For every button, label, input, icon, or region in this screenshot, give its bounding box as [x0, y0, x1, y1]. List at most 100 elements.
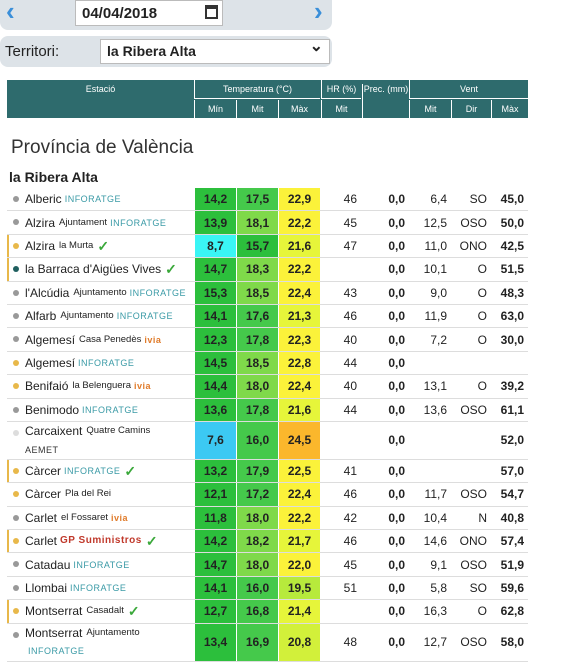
cell-wmax: 58,0	[500, 635, 524, 650]
cell-tmax: 22,5	[278, 459, 320, 483]
station-row: Alzira la Murta ✓ 8,7 15,7 21,6 47 0,0 11,0 ONO 42…	[7, 234, 528, 259]
station-sub: la Murta	[59, 239, 94, 251]
cell-prec: 0,0	[388, 433, 405, 448]
cell-wmit: 7,2	[430, 332, 447, 347]
station-cell: Catadau INFORATGE	[7, 553, 193, 576]
cell-wmit: 16,3	[423, 604, 447, 619]
cell-prec: 0,0	[388, 192, 405, 207]
cell-wdir: O	[477, 379, 487, 394]
station-row: la Barraca d'Aigües Vives ✓ 14,7 18,3 22,2 0,…	[7, 258, 528, 282]
cell-tmit: 18,2	[236, 530, 278, 553]
station-source: INFORATGE	[73, 559, 130, 570]
station-cell: Benimodo INFORATGE	[7, 398, 193, 421]
cell-tmin: 14,7	[194, 258, 236, 281]
cell-wmax: 51,9	[500, 557, 524, 572]
cell-prec: 0,0	[388, 355, 405, 370]
station-source: INFORATGE	[64, 194, 122, 205]
cell-tmin: 13,2	[194, 459, 236, 483]
cell-tmax: 19,5	[278, 576, 320, 600]
status-dot	[13, 538, 19, 545]
cell-prec: 0,0	[388, 635, 405, 650]
station-cell: Carlet GP Suministros ✓	[7, 530, 193, 553]
cell-tmit: 16,9	[236, 623, 278, 661]
header-sub: Mit	[409, 100, 451, 118]
station-name: Alzira	[25, 238, 56, 253]
date-input[interactable]: 04/04/2018	[75, 0, 223, 26]
status-dot	[13, 242, 19, 249]
station-row: Llombai INFORATGE 14,1 16,0 19,5 51 0,0 5,8 SO 59…	[7, 576, 528, 601]
territory-select[interactable]: la Ribera Alta	[100, 35, 330, 64]
cell-wdir: N	[478, 510, 487, 525]
cell-hr: 45	[343, 215, 357, 230]
cell-tmit: 18,0	[236, 375, 278, 398]
cell-wmit: 6,4	[430, 192, 447, 207]
station-row: Algemesí Casa Penedès ivia 12,3 17,8 22,3 40 0,…	[7, 328, 528, 352]
cell-wdir: OSO	[460, 487, 487, 502]
cell-wmit: 10,1	[423, 262, 447, 277]
cell-tmin: 7,6	[194, 421, 236, 459]
check-icon: ✓	[165, 261, 177, 278]
region-title: la Ribera Alta	[9, 169, 98, 185]
header-sub: Màx	[491, 100, 528, 118]
station-cell: Algemesí Casa Penedès ivia	[7, 328, 193, 351]
cell-wmit: 9,0	[430, 285, 447, 300]
station-cell: Càrcer Pla del Rei	[7, 483, 193, 506]
station-source: ivia	[144, 334, 162, 345]
station-row: Alberic INFORATGE 14,2 17,5 22,9 46 0,0 6,4 SO 45…	[7, 188, 528, 212]
status-dot	[13, 219, 19, 226]
station-row: Càrcer Pla del Rei 12,1 17,2 22,4 46 0,0 11,7 OS…	[7, 483, 528, 507]
status-dot	[13, 584, 19, 591]
cell-tmax: 22,4	[278, 483, 320, 506]
cell-tmit: 18,1	[236, 211, 278, 234]
status-dot	[13, 514, 19, 521]
station-name: Alberic	[25, 192, 62, 207]
cell-tmin: 14,5	[194, 351, 236, 375]
cell-tmax: 22,3	[278, 328, 320, 351]
cell-wmax: 51,5	[500, 262, 524, 277]
cell-tmin: 14,1	[194, 576, 236, 600]
station-row: Montserrat Casadalt ✓ 12,7 16,8 21,4 0,0 16,3 O 6…	[7, 600, 528, 624]
station-row: Catadau INFORATGE 14,7 18,0 22,0 45 0,0 9,1 OSO 5…	[7, 553, 528, 577]
cell-wdir	[451, 422, 491, 459]
header-precip: Prec. (mm)	[362, 84, 409, 118]
header-station: Estació	[85, 84, 116, 94]
cell-prec: 0,0	[388, 262, 405, 277]
cell-tmin: 13,9	[194, 211, 236, 234]
station-source: AEMET	[25, 444, 59, 455]
station-row: l'Alcúdia Ajuntamento INFORATGE 15,3 18,5 22,…	[7, 281, 528, 305]
cell-hr: 46	[343, 487, 357, 502]
station-row: Algemesí INFORATGE 14,5 18,5 22,8 44 0,0	[7, 351, 528, 376]
prev-day[interactable]: ‹	[6, 0, 15, 26]
cell-wmax: 39,2	[500, 379, 524, 394]
cell-wdir: OSO	[460, 557, 487, 572]
station-row: Benifaió la Belenguera ivia 14,4 18,0 22,4 40 0…	[7, 375, 528, 399]
station-cell: Càrcer INFORATGE ✓	[7, 459, 193, 483]
station-cell: Llombai INFORATGE	[7, 576, 193, 600]
cell-tmit: 17,8	[236, 328, 278, 351]
cell-tmit: 16,0	[236, 421, 278, 459]
station-sub: Ajuntamento	[73, 286, 127, 298]
cell-tmit: 17,5	[236, 188, 278, 211]
cell-tmax: 22,9	[278, 188, 320, 211]
station-name: Catadau	[25, 557, 71, 572]
status-dot	[13, 196, 19, 202]
cell-wdir: ONO	[459, 238, 487, 253]
status-dot	[13, 561, 19, 568]
cell-tmax: 21,4	[278, 600, 320, 623]
cell-tmit: 18,0	[236, 553, 278, 576]
cell-tmax: 21,7	[278, 530, 320, 553]
cell-tmin: 14,2	[194, 530, 236, 553]
cell-tmit: 18,5	[236, 281, 278, 304]
station-cell: Alzira la Murta ✓	[7, 234, 193, 258]
calendar-icon[interactable]	[205, 5, 218, 19]
cell-hr: 44	[343, 402, 357, 417]
next-day[interactable]: ›	[314, 0, 323, 26]
cell-tmit: 16,0	[236, 576, 278, 600]
station-name: Algemesí	[25, 355, 76, 370]
cell-wmit: 11,7	[424, 487, 447, 502]
status-dot	[13, 491, 19, 498]
cell-wdir: O	[477, 604, 487, 619]
cell-wmit: 5,8	[430, 581, 447, 596]
cell-wmit: 13,6	[423, 402, 447, 417]
